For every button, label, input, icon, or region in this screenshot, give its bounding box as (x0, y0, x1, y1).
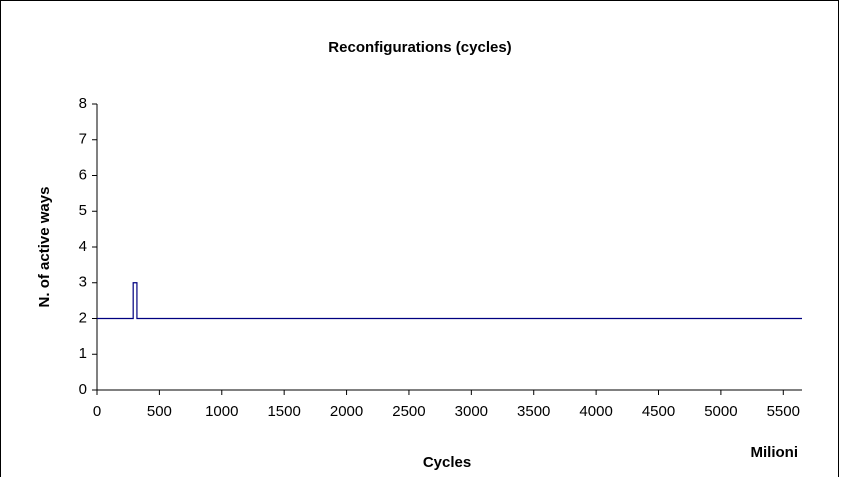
x-tick-label: 3500 (517, 403, 550, 420)
y-axis-title: N. of active ways (36, 187, 53, 308)
x-tick-label: 0 (93, 403, 101, 420)
x-tick-label: 4500 (642, 403, 675, 420)
y-tick-label: 5 (79, 202, 87, 219)
x-tick-label: 3000 (455, 403, 488, 420)
y-tick-label: 8 (79, 95, 87, 112)
x-tick-label: 5000 (704, 403, 737, 420)
y-tick-label: 1 (79, 345, 87, 362)
y-tick-label: 7 (79, 131, 87, 148)
y-tick-label: 0 (79, 381, 87, 398)
y-tick-label: 6 (79, 166, 87, 183)
y-tick-label: 2 (79, 309, 87, 326)
x-tick-label: 1000 (205, 403, 238, 420)
chart-title: Reconfigurations (cycles) (328, 39, 511, 56)
x-tick-label: 1500 (267, 403, 300, 420)
x-tick-label: 2500 (392, 403, 425, 420)
x-axis-unit: Milioni (751, 444, 799, 461)
x-tick-label: 4000 (579, 403, 612, 420)
y-tick-label: 4 (79, 238, 87, 255)
x-tick-label: 5500 (767, 403, 800, 420)
x-tick-label: 500 (147, 403, 172, 420)
x-axis-title: Cycles (423, 454, 471, 471)
x-tick-label: 2000 (330, 403, 363, 420)
data-line (97, 282, 802, 320)
y-tick-label: 3 (79, 274, 87, 291)
